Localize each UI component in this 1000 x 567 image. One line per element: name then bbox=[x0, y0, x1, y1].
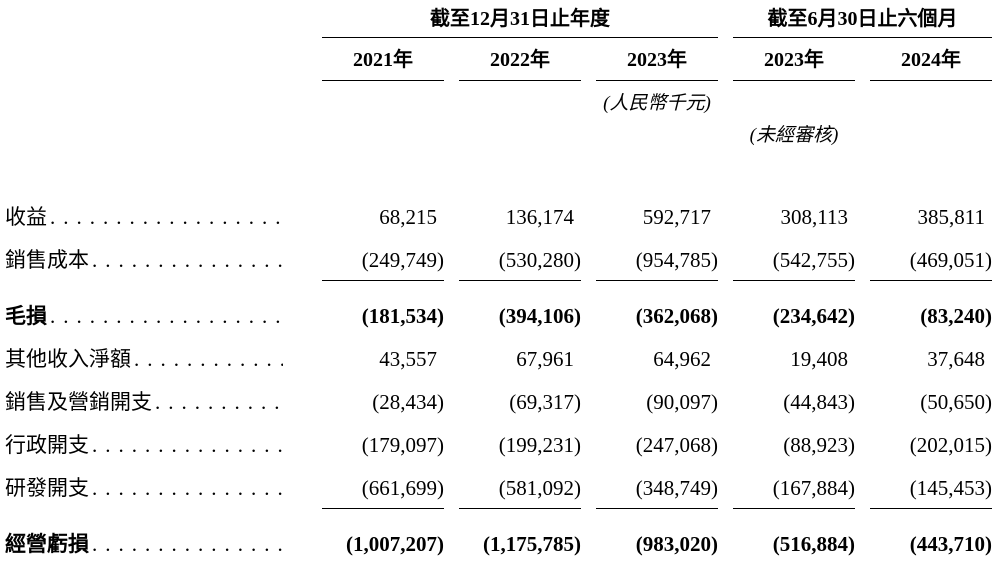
cell-value: (516,884) bbox=[772, 532, 855, 556]
row-label-cell: 經營虧損 ........................ bbox=[5, 531, 307, 558]
cell-value: 68,215 bbox=[379, 205, 437, 229]
year-column-header-2022: 2022年 bbox=[459, 47, 581, 81]
cell-value: (1,175,785) bbox=[483, 532, 581, 556]
row-label: 收益 bbox=[5, 205, 47, 229]
year-column-header-2023-interim: 2023年 bbox=[733, 47, 855, 81]
table-row-gross-loss: 毛損 ........................ (181,534) (3… bbox=[5, 295, 995, 338]
cell-value: (145,453) bbox=[870, 475, 992, 509]
table-row-administrative-expenses: 行政開支 ........................ (179,097) … bbox=[5, 424, 995, 467]
dot-leader: ........................ bbox=[92, 476, 283, 500]
dot-leader: ........................ bbox=[50, 205, 283, 229]
cell-value: (983,020) bbox=[635, 532, 718, 556]
cell-value: (661,699) bbox=[322, 475, 444, 509]
cell-value: (1,007,207) bbox=[346, 532, 444, 556]
row-label-cell: 毛損 ........................ bbox=[5, 303, 307, 330]
row-label-cell: 行政開支 ........................ bbox=[5, 432, 307, 459]
cell-value: (348,749) bbox=[596, 475, 718, 509]
unaudited-note-row: (未經審核) bbox=[5, 124, 995, 148]
cell-value: (202,015) bbox=[909, 433, 992, 457]
table-row-selling-marketing-expenses: 銷售及營銷開支 ........................ (28,434… bbox=[5, 381, 995, 424]
dot-leader: ........................ bbox=[92, 248, 283, 272]
cell-value: (44,843) bbox=[783, 390, 855, 414]
cell-value: 37,648 bbox=[927, 347, 985, 371]
cell-value: (181,534) bbox=[361, 304, 444, 328]
row-label: 銷售及營銷開支 bbox=[5, 390, 152, 414]
row-label-cell: 收益 ........................ bbox=[5, 204, 307, 231]
row-label: 研發開支 bbox=[5, 476, 89, 500]
cell-value: (234,642) bbox=[772, 304, 855, 328]
cell-value: 136,174 bbox=[505, 205, 574, 229]
table-row-rd-expenses: 研發開支 ........................ (661,699) … bbox=[5, 467, 995, 517]
cell-value: (88,923) bbox=[783, 433, 855, 457]
row-label: 行政開支 bbox=[5, 433, 89, 457]
cell-value: (247,068) bbox=[635, 433, 718, 457]
row-label: 其他收入淨額 bbox=[5, 347, 131, 371]
row-label: 銷售成本 bbox=[5, 248, 89, 272]
unaudited-note: (未經審核) bbox=[749, 125, 839, 146]
cell-value: (362,068) bbox=[635, 304, 718, 328]
row-label-cell: 其他收入淨額 ........................ bbox=[5, 346, 307, 373]
cell-value: (179,097) bbox=[361, 433, 444, 457]
row-label-cell: 研發開支 ........................ bbox=[5, 475, 307, 502]
cell-value: (69,317) bbox=[509, 390, 581, 414]
cell-value: (443,710) bbox=[909, 532, 992, 556]
cell-value: (530,280) bbox=[459, 247, 581, 281]
cell-value: (199,231) bbox=[498, 433, 581, 457]
table-body: 收益 ........................ 68,215 136,1… bbox=[5, 196, 995, 566]
cell-value: 308,113 bbox=[780, 205, 848, 229]
year-column-header-2024-interim: 2024年 bbox=[870, 47, 992, 81]
row-label: 毛損 bbox=[5, 304, 47, 328]
table-row-other-income-net: 其他收入淨額 ........................ 43,557 6… bbox=[5, 338, 995, 381]
cell-value: (394,106) bbox=[498, 304, 581, 328]
cell-value: 592,717 bbox=[642, 205, 711, 229]
cell-value: 43,557 bbox=[379, 347, 437, 371]
dot-leader: ........................ bbox=[155, 390, 283, 414]
column-group-header-row: 截至12月31日止年度 截至6月30日止六個月 bbox=[5, 6, 995, 38]
column-group-annual: 截至12月31日止年度 bbox=[322, 6, 718, 38]
cell-value: (83,240) bbox=[920, 304, 992, 328]
dot-leader: ........................ bbox=[50, 304, 283, 328]
dot-leader: ........................ bbox=[92, 532, 283, 556]
row-label: 經營虧損 bbox=[5, 532, 89, 556]
year-header-row: 2021年 2022年 2023年 2023年 2024年 bbox=[5, 47, 995, 81]
cell-value: 67,961 bbox=[516, 347, 574, 371]
cell-value: (542,755) bbox=[733, 247, 855, 281]
cell-value: 19,408 bbox=[790, 347, 848, 371]
cell-value: (581,092) bbox=[459, 475, 581, 509]
unit-note-row: (人民幣千元) bbox=[5, 92, 995, 116]
table-row-revenue: 收益 ........................ 68,215 136,1… bbox=[5, 196, 995, 239]
cell-value: (954,785) bbox=[596, 247, 718, 281]
cell-value: 385,811 bbox=[917, 205, 985, 229]
year-column-header-2023: 2023年 bbox=[596, 47, 718, 81]
dot-leader: ........................ bbox=[134, 347, 283, 371]
cell-value: 64,962 bbox=[653, 347, 711, 371]
column-group-interim: 截至6月30日止六個月 bbox=[733, 6, 992, 38]
row-label-cell: 銷售成本 ........................ bbox=[5, 247, 307, 274]
dot-leader: ........................ bbox=[92, 433, 283, 457]
cell-value: (90,097) bbox=[646, 390, 718, 414]
unit-note: (人民幣千元) bbox=[603, 93, 711, 114]
cell-value: (469,051) bbox=[870, 247, 992, 281]
year-column-header-2021: 2021年 bbox=[322, 47, 444, 81]
table-row-operating-loss: 經營虧損 ........................ (1,007,207… bbox=[5, 523, 995, 566]
cell-value: (167,884) bbox=[733, 475, 855, 509]
cell-value: (28,434) bbox=[372, 390, 444, 414]
cell-value: (249,749) bbox=[322, 247, 444, 281]
cell-value: (50,650) bbox=[920, 390, 992, 414]
table-row-cost-of-sales: 銷售成本 ........................ (249,749) … bbox=[5, 239, 995, 289]
row-label-cell: 銷售及營銷開支 ........................ bbox=[5, 389, 307, 416]
